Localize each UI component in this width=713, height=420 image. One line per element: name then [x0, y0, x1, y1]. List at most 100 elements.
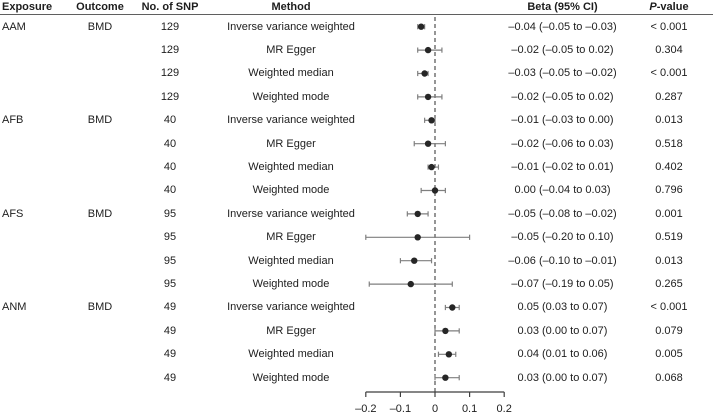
point-estimate: [414, 210, 421, 218]
row-n-snp: 49: [163, 301, 177, 314]
point-estimate: [431, 187, 439, 194]
x-axis-tick-label: 0: [432, 403, 438, 415]
row-n-snp: 95: [163, 231, 177, 244]
row-method: MR Egger: [266, 137, 316, 150]
row-beta-ci: 0.03 (0.00 to 0.07): [517, 324, 608, 337]
table-row: AFS BMD 95 Inverse variance weighted –0.05 (…: [0, 202, 713, 225]
row-method: Weighted mode: [252, 371, 330, 384]
row-beta-ci: –0.06 (–0.10 to –0.01): [508, 254, 617, 267]
table-row: AAM BMD 129 Inverse variance weighted –0.04 …: [0, 15, 713, 38]
row-method: MR Egger: [266, 231, 316, 244]
row-p-value: 0.518: [655, 137, 683, 150]
row-outcome: BMD: [87, 301, 113, 314]
row-method: Inverse variance weighted: [227, 301, 355, 314]
row-beta-ci: 0.05 (0.03 to 0.07): [517, 301, 608, 314]
row-n-snp: 49: [163, 371, 177, 384]
table-row: 40 Weighted median –0.01 (–0.02 to 0.01) 0.…: [0, 155, 713, 178]
row-beta-ci: –0.04 (–0.05 to –0.03): [508, 20, 617, 33]
row-n-snp: 129: [160, 90, 180, 103]
col-header-p-value: P-value: [625, 1, 713, 13]
col-header-method: Method: [271, 1, 311, 13]
x-axis-tick-label: –0.2: [355, 403, 376, 415]
row-p-value: 0.796: [655, 184, 683, 197]
row-p-value: 0.013: [655, 114, 683, 127]
table-row: 95 MR Egger –0.05 (–0.20 to 0.10) 0.519: [0, 226, 713, 249]
row-n-snp: 49: [163, 348, 177, 361]
forest-plot-svg: –0.2 –0.1 0 0.1 0.2: [355, 17, 512, 415]
row-exposure: AAM: [2, 20, 26, 33]
x-axis-tick-label: –0.1: [390, 403, 411, 415]
row-beta-ci: –0.05 (–0.08 to –0.02): [508, 207, 617, 220]
row-p-value: 0.001: [655, 207, 683, 220]
row-p-value: 0.079: [655, 324, 683, 337]
table-row: 129 Weighted median –0.03 (–0.05 to –0.02)…: [0, 62, 713, 85]
point-estimate: [407, 280, 414, 288]
row-beta-ci: –0.07 (–0.19 to 0.05): [511, 277, 614, 290]
row-method: Weighted median: [248, 348, 334, 361]
row-p-value: 0.013: [655, 254, 683, 267]
table-row: AFB BMD 40 Inverse variance weighted –0.01 (…: [0, 109, 713, 132]
table-row: 129 Weighted mode –0.02 (–0.05 to 0.02) 0.2…: [0, 85, 713, 108]
table-row: ANM BMD 49 Inverse variance weighted 0.05 (0…: [0, 296, 713, 319]
row-outcome: BMD: [87, 20, 113, 33]
row-method: Weighted median: [248, 67, 334, 80]
row-beta-ci: 0.03 (0.00 to 0.07): [517, 371, 608, 384]
row-beta-ci: 0.00 (–0.04 to 0.03): [514, 184, 611, 197]
row-p-value: 0.519: [655, 231, 683, 244]
x-axis-tick-label: 0.1: [462, 403, 477, 415]
row-n-snp: 40: [163, 137, 177, 150]
row-method: Weighted median: [248, 254, 334, 267]
row-method: Weighted mode: [252, 277, 330, 290]
row-beta-ci: –0.02 (–0.05 to 0.02): [511, 44, 614, 57]
row-p-value: 0.068: [655, 371, 683, 384]
row-method: Inverse variance weighted: [227, 114, 355, 127]
point-estimate: [428, 163, 435, 171]
table-row: 129 MR Egger –0.02 (–0.05 to 0.02) 0.304: [0, 38, 713, 61]
p-value-italic-p: P: [649, 1, 657, 13]
row-p-value: 0.265: [655, 277, 683, 290]
point-estimate: [449, 304, 456, 311]
table-row: 40 Weighted mode 0.00 (–0.04 to 0.03) 0.796: [0, 179, 713, 202]
table-body: AAM BMD 129 Inverse variance weighted –0.04 …: [0, 15, 713, 389]
point-estimate: [428, 117, 435, 124]
row-outcome: BMD: [87, 207, 113, 220]
point-estimate: [424, 93, 432, 101]
point-estimate: [411, 257, 418, 264]
row-method: Weighted median: [248, 161, 334, 174]
point-estimate: [424, 140, 432, 147]
row-outcome: BMD: [87, 114, 113, 127]
row-beta-ci: –0.03 (–0.05 to –0.02): [508, 67, 617, 80]
row-beta-ci: –0.02 (–0.05 to 0.02): [511, 90, 614, 103]
row-exposure: AFB: [2, 114, 24, 127]
row-n-snp: 129: [160, 67, 180, 80]
point-estimate: [421, 70, 428, 77]
row-method: Inverse variance weighted: [227, 20, 355, 33]
row-n-snp: 129: [160, 20, 180, 33]
row-exposure: AFS: [2, 207, 24, 220]
point-estimate: [442, 374, 449, 381]
table-row: 49 MR Egger 0.03 (0.00 to 0.07) 0.079: [0, 319, 713, 342]
table-row: 49 Weighted median 0.04 (0.01 to 0.06) 0.00…: [0, 342, 713, 365]
point-estimate: [417, 23, 425, 30]
row-beta-ci: –0.02 (–0.06 to 0.03): [511, 137, 614, 150]
row-p-value: 0.005: [655, 348, 683, 361]
table-header-row: Exposure Outcome No. of SNP Method Beta …: [0, 0, 713, 15]
row-method: Inverse variance weighted: [227, 207, 355, 220]
row-p-value: < 0.001: [650, 67, 688, 80]
col-header-outcome: Outcome: [76, 1, 124, 13]
row-beta-ci: –0.01 (–0.03 to 0.00): [511, 114, 614, 127]
point-estimate: [424, 46, 432, 54]
p-value-rest: -value: [656, 1, 689, 13]
col-header-n-snp: No. of SNP: [141, 1, 199, 13]
table-row: 95 Weighted mode –0.07 (–0.19 to 0.05) 0.26…: [0, 272, 713, 295]
row-exposure: ANM: [2, 301, 27, 314]
row-p-value: 0.304: [655, 44, 683, 57]
row-n-snp: 95: [163, 207, 177, 220]
row-beta-ci: –0.05 (–0.20 to 0.10): [511, 231, 614, 244]
row-method: Weighted mode: [252, 184, 330, 197]
row-beta-ci: 0.04 (0.01 to 0.06): [517, 348, 608, 361]
col-header-beta-ci: Beta (95% CI): [527, 1, 598, 13]
table-row: 49 Weighted mode 0.03 (0.00 to 0.07) 0.068: [0, 366, 713, 389]
row-beta-ci: –0.01 (–0.02 to 0.01): [511, 161, 614, 174]
